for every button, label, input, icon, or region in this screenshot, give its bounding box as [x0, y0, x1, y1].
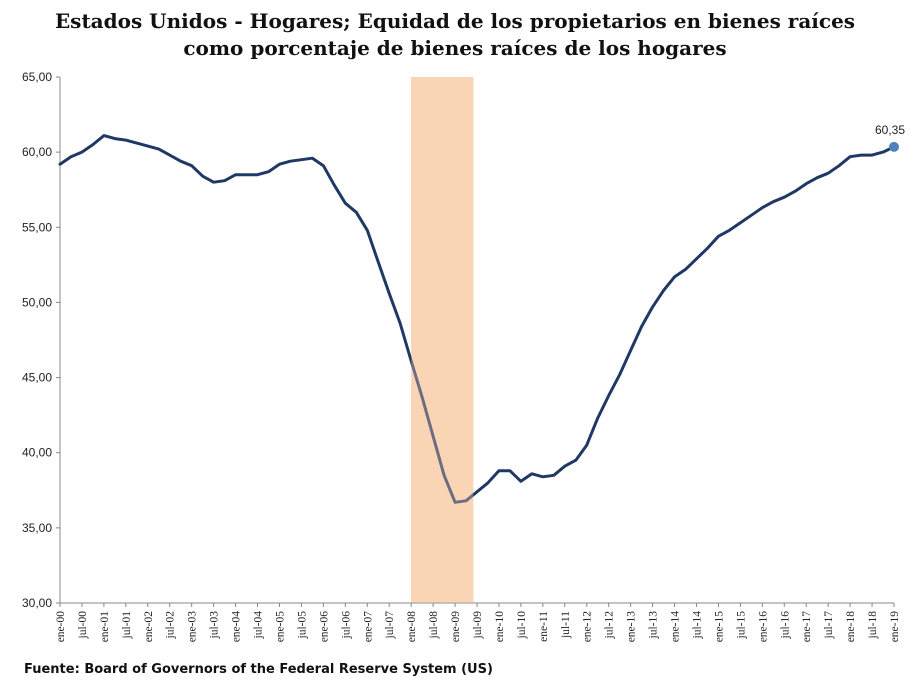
x-tick-label: ene-05	[274, 611, 286, 643]
y-tick-label: 65,00	[22, 70, 52, 84]
source-note: Fuente: Board of Governors of the Federa…	[24, 662, 493, 677]
x-tick-label: jul-18	[867, 611, 879, 640]
x-tick-label: ene-18	[845, 611, 857, 643]
y-tick-label: 35,00	[22, 521, 52, 535]
x-tick-label: jul-07	[384, 611, 396, 640]
x-tick-label: jul-08	[428, 611, 440, 640]
x-tick-label: jul-04	[253, 611, 265, 640]
last-point-marker	[889, 141, 899, 152]
x-tick-label: ene-02	[143, 611, 155, 643]
x-tick-label: ene-06	[318, 611, 330, 643]
chart-title-line-1: Estados Unidos - Hogares; Equidad de los…	[54, 9, 856, 33]
x-tick-label: jul-09	[472, 611, 484, 640]
y-tick-label: 30,00	[22, 596, 52, 610]
x-tick-label: ene-16	[757, 611, 769, 643]
x-tick-label: jul-01	[121, 611, 133, 640]
y-tick-label: 55,00	[22, 220, 52, 234]
x-tick-label: jul-06	[340, 611, 352, 640]
x-tick-label: jul-14	[691, 611, 703, 640]
x-tick-label: ene-11	[538, 611, 550, 642]
x-tick-label: jul-16	[779, 611, 791, 640]
series-line	[58, 134, 896, 504]
chart-title-line-2: como porcentaje de bienes raíces de los …	[183, 36, 727, 60]
x-tick-label: ene-13	[626, 611, 638, 643]
x-tick-label: ene-04	[231, 611, 243, 643]
x-tick-label: jul-03	[209, 611, 221, 640]
x-tick-label: jul-11	[560, 611, 572, 639]
x-tick-label: jul-17	[823, 611, 835, 640]
x-tick-label: jul-00	[77, 611, 89, 640]
y-tick-label: 40,00	[22, 446, 52, 460]
x-tick-label: ene-00	[55, 611, 67, 643]
x-tick-label: ene-01	[99, 611, 111, 643]
x-tick-label: ene-19	[889, 611, 901, 643]
x-tick-label: ene-17	[801, 611, 813, 643]
x-tick-label: jul-15	[735, 611, 747, 640]
x-tick-label: ene-03	[187, 611, 199, 643]
x-tick-label: ene-09	[450, 611, 462, 643]
x-tick-label: ene-10	[494, 611, 506, 643]
x-tick-label: jul-13	[648, 611, 660, 640]
x-tick-label: ene-07	[362, 611, 374, 643]
last-point-label: 60,35	[875, 123, 905, 137]
x-tick-label: ene-15	[713, 611, 725, 643]
x-tick-label: ene-08	[406, 611, 418, 643]
recession-band	[411, 77, 474, 603]
x-tick-label: jul-10	[516, 611, 528, 640]
x-tick-label: ene-12	[582, 611, 594, 643]
y-tick-label: 45,00	[22, 371, 52, 385]
x-tick-label: ene-14	[670, 611, 682, 643]
y-tick-label: 60,00	[22, 145, 52, 159]
recession-band-overlay	[411, 77, 474, 603]
y-tick-label: 50,00	[22, 295, 52, 309]
x-tick-label: jul-12	[604, 611, 616, 640]
chart-title: Estados Unidos - Hogares; Equidad de los…	[0, 8, 910, 62]
x-tick-label: jul-05	[296, 611, 308, 640]
x-tick-label: jul-02	[165, 611, 177, 640]
